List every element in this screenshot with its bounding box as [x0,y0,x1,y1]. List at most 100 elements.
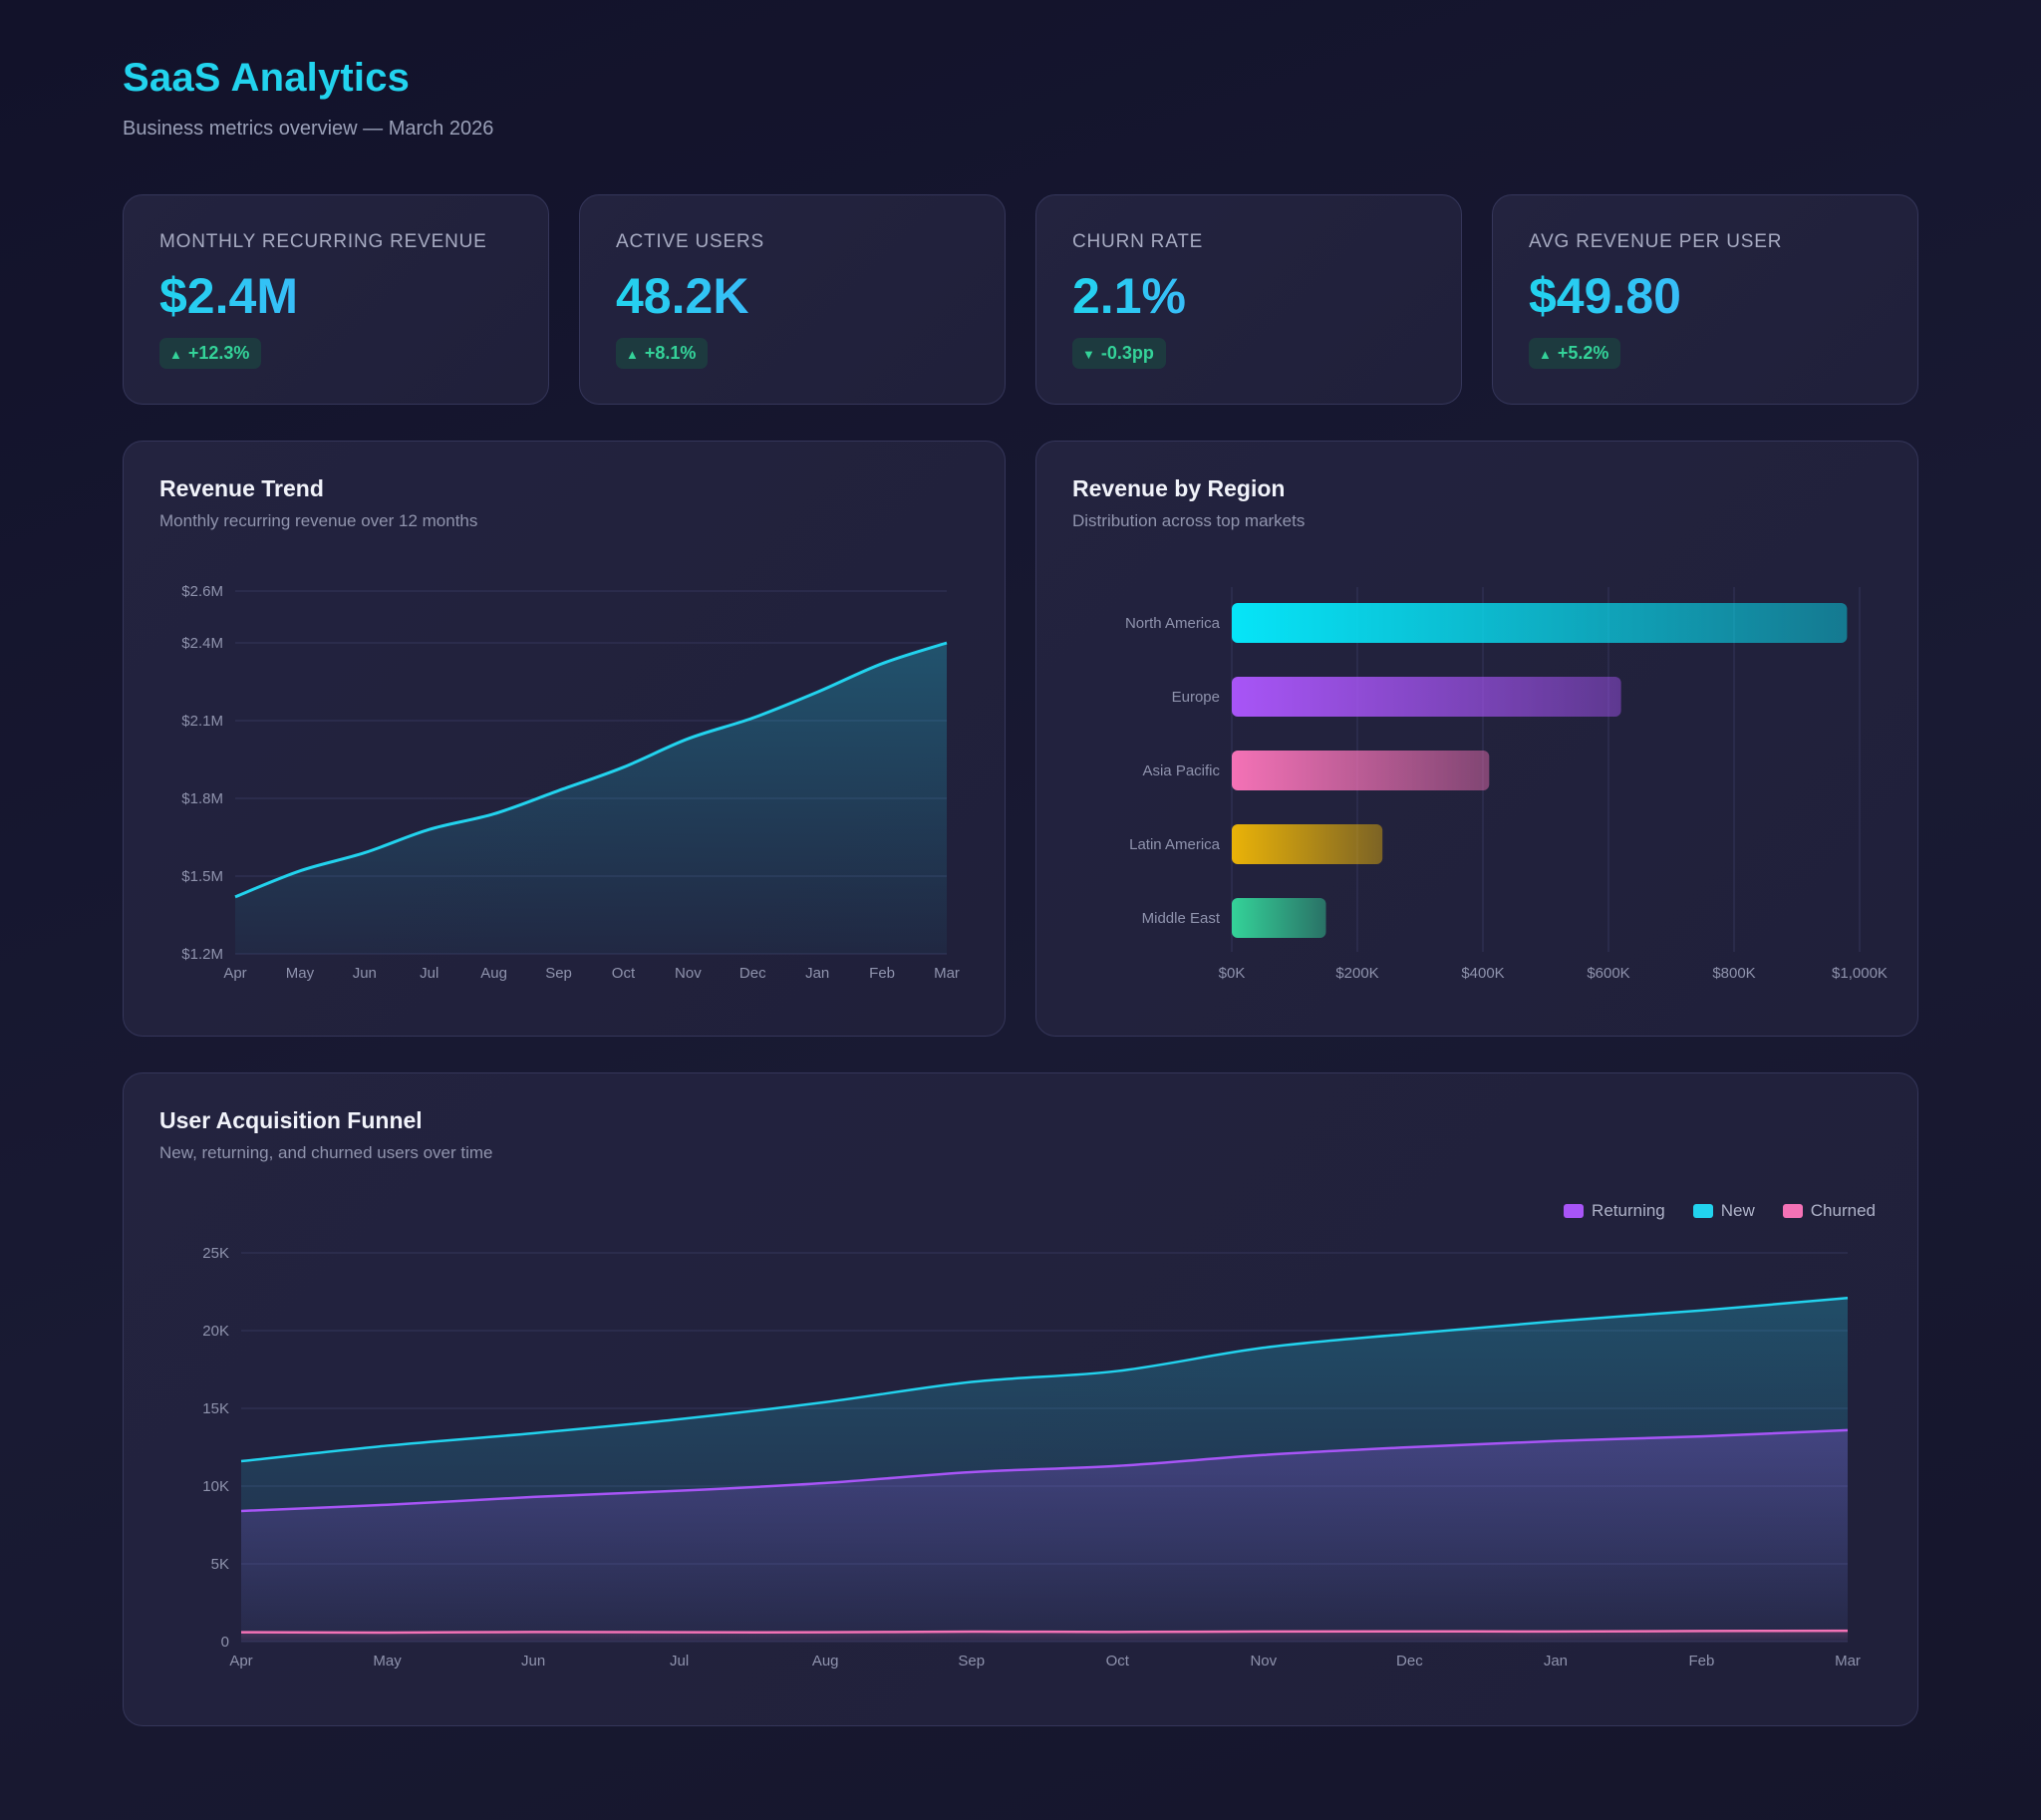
kpi-delta-badge: ▼ -0.3pp [1072,338,1166,369]
kpi-label: MONTHLY RECURRING REVENUE [159,231,487,252]
x-tick-label: Jan [1544,1653,1568,1669]
x-tick-label: Apr [223,965,246,982]
trend-up-icon: ▲ [1539,347,1552,362]
revenue-trend-chart: $1.2M $1.5M $1.8M $2.1M $2.4M $2.6M Apr May Jun J… [181,583,960,982]
kpi-delta-badge: ▲ +5.2% [1529,338,1621,369]
page-subtitle: Business metrics overview — March 2026 [123,118,494,140]
panel-title: User Acquisition Funnel [159,1107,423,1133]
y-category-label: Latin America [1129,836,1221,853]
y-tick-label: 10K [202,1478,229,1495]
kpi-value: $2.4M [159,268,298,324]
y-tick-label: $2.1M [181,713,223,730]
trend-up-icon: ▲ [169,347,182,362]
x-tick-label: $400K [1461,965,1504,982]
bar-middle-east [1232,898,1326,938]
y-category-label: North America [1125,615,1221,632]
x-tick-label: Jan [805,965,829,982]
x-tick-label: Aug [480,965,507,982]
y-tick-label: 25K [202,1245,229,1262]
panel-subtitle: New, returning, and churned users over t… [159,1143,493,1162]
legend-item-returning[interactable]: Returning [1564,1201,1665,1221]
churned-line [240,1629,1849,1635]
trend-down-icon: ▼ [1082,347,1095,362]
revenue-line [234,641,948,899]
kpi-card-churn-rate: CHURN RATE 2.1% ▼ -0.3pp [1035,194,1462,405]
panel-subtitle: Distribution across top markets [1072,511,1306,530]
kpi-label: AVG REVENUE PER USER [1529,231,1783,252]
bar-latin-america [1232,824,1383,864]
bar-north-america [1232,603,1848,643]
y-tick-label: $2.4M [181,635,223,652]
y-tick-label: 0 [221,1634,229,1651]
x-tick-label: $0K [1219,965,1246,982]
y-tick-label: $1.2M [181,946,223,963]
x-tick-label: Oct [1106,1653,1130,1669]
kpi-delta-value: +5.2% [1557,343,1609,363]
returning-area [241,1429,1848,1642]
kpi-value: 48.2K [616,268,749,324]
y-tick-label: $2.6M [181,583,223,600]
x-tick-label: Sep [958,1653,985,1669]
panel-title: Revenue Trend [159,475,324,501]
kpi-delta-value: +12.3% [187,343,250,363]
x-tick-label: Mar [934,965,960,982]
y-tick-label: 15K [202,1400,229,1417]
churned-area [241,1631,1848,1642]
x-tick-label: Mar [1835,1653,1861,1669]
legend-label: Churned [1810,1201,1876,1220]
x-tick-label: Oct [612,965,636,982]
kpi-delta-badge: ▲ +12.3% [159,338,262,369]
chart-legend: Returning New Churned [1564,1201,1876,1221]
y-tick-label: $1.5M [181,868,223,885]
user-acquisition-panel: User Acquisition Funnel New, returning, … [123,1072,1918,1726]
revenue-by-region-chart: $0K $200K $400K $600K $800K $1,000K North Amer… [1125,587,1888,982]
y-tick-label: 20K [202,1323,229,1340]
kpi-card-mrr: MONTHLY RECURRING REVENUE $2.4M ▲ +12.3% [123,194,549,405]
revenue-area [235,643,947,954]
y-category-label: Europe [1172,689,1220,706]
x-tick-label: $800K [1712,965,1755,982]
returning-line [240,1428,1849,1513]
y-category-label: Asia Pacific [1142,762,1220,779]
x-tick-label: Dec [1396,1653,1423,1669]
x-tick-label: Apr [229,1653,252,1669]
legend-label: Returning [1592,1201,1665,1220]
revenue-trend-panel: Revenue Trend Monthly recurring revenue … [123,441,1006,1037]
x-tick-label: Jun [353,965,377,982]
kpi-value: 2.1% [1072,268,1186,324]
x-tick-label: Feb [1689,1653,1715,1669]
x-tick-label: Feb [869,965,895,982]
revenue-by-region-panel: Revenue by Region Distribution across to… [1035,441,1918,1037]
kpi-value: $49.80 [1529,268,1681,324]
kpi-delta-value: +8.1% [644,343,697,363]
x-tick-label: $600K [1587,965,1629,982]
x-tick-label: Sep [545,965,572,982]
legend-item-new[interactable]: New [1692,1201,1755,1221]
legend-item-churned[interactable]: Churned [1782,1201,1876,1221]
x-tick-label: Jul [420,965,438,982]
new-line [240,1296,1849,1463]
x-tick-label: May [373,1653,402,1669]
y-category-label: Middle East [1142,910,1221,927]
x-tick-label: May [286,965,315,982]
kpi-card-active-users: ACTIVE USERS 48.2K ▲ +8.1% [579,194,1006,405]
kpi-card-arpu: AVG REVENUE PER USER $49.80 ▲ +5.2% [1492,194,1918,405]
kpi-delta-badge: ▲ +8.1% [616,338,709,369]
x-tick-label: Aug [812,1653,839,1669]
x-tick-label: Dec [739,965,766,982]
page-title: SaaS Analytics [123,56,411,100]
legend-label: New [1720,1201,1755,1220]
user-acquisition-chart: 0 5K 10K 15K 20K 25K Apr May Jun Jul Aug Sep Oct Nov D… [202,1245,1861,1669]
bar-europe [1232,677,1621,717]
legend-swatch [1564,1204,1585,1218]
panel-subtitle: Monthly recurring revenue over 12 months [159,511,478,530]
x-tick-label: Jun [521,1653,545,1669]
panel-title: Revenue by Region [1072,475,1286,501]
x-tick-label: Nov [675,965,702,982]
x-tick-label: $1,000K [1832,965,1888,982]
legend-swatch [1782,1204,1803,1218]
legend-swatch [1692,1204,1713,1218]
x-tick-label: $200K [1335,965,1378,982]
kpi-delta-value: -0.3pp [1100,343,1154,363]
bar-asia-pacific [1232,751,1490,790]
